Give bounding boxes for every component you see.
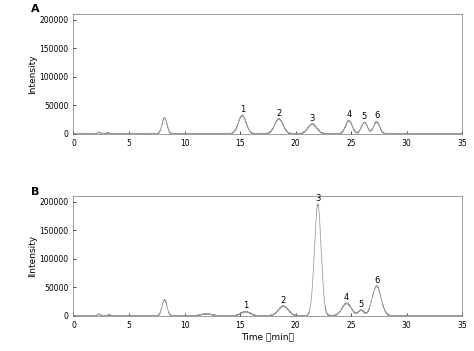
Text: 2: 2 [276, 108, 282, 118]
Text: B: B [31, 186, 39, 197]
Text: 3: 3 [310, 114, 315, 123]
Text: 4: 4 [346, 110, 352, 119]
X-axis label: Time （min）: Time （min） [241, 332, 294, 342]
Text: 6: 6 [374, 111, 379, 120]
Text: A: A [31, 5, 39, 14]
Text: 1: 1 [240, 105, 245, 114]
Y-axis label: Intensity: Intensity [27, 54, 36, 94]
Y-axis label: IIntensity: IIntensity [27, 235, 36, 277]
Text: 6: 6 [374, 276, 379, 285]
Text: 5: 5 [362, 112, 367, 121]
Text: 5: 5 [358, 300, 364, 309]
Text: 4: 4 [344, 293, 349, 302]
Text: 1: 1 [243, 301, 248, 310]
Text: 3: 3 [315, 194, 320, 203]
Text: 2: 2 [281, 296, 286, 305]
